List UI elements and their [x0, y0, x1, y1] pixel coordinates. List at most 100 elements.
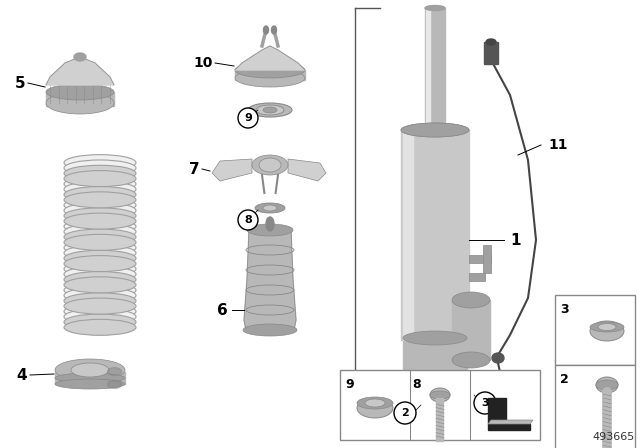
Ellipse shape [423, 398, 447, 412]
Ellipse shape [401, 123, 469, 137]
Ellipse shape [64, 256, 136, 271]
Ellipse shape [598, 323, 616, 331]
Ellipse shape [401, 123, 469, 137]
Ellipse shape [64, 176, 136, 192]
Ellipse shape [357, 397, 393, 409]
Ellipse shape [596, 377, 618, 393]
Ellipse shape [71, 363, 109, 377]
Ellipse shape [453, 381, 473, 401]
Ellipse shape [64, 261, 136, 277]
Ellipse shape [243, 324, 297, 336]
Ellipse shape [64, 282, 136, 298]
Ellipse shape [64, 319, 136, 336]
Ellipse shape [64, 288, 136, 303]
Ellipse shape [266, 217, 274, 231]
Ellipse shape [55, 379, 125, 389]
Text: 11: 11 [548, 138, 568, 152]
Polygon shape [288, 159, 326, 181]
Ellipse shape [590, 322, 624, 332]
Ellipse shape [64, 219, 136, 234]
Bar [426, 8, 430, 135]
Text: 1: 1 [510, 233, 520, 247]
Ellipse shape [256, 105, 284, 115]
Text: 5: 5 [15, 76, 26, 90]
Ellipse shape [259, 158, 281, 172]
Bar [340, 370, 540, 440]
Bar [555, 295, 635, 365]
Bar [467, 305, 473, 325]
Ellipse shape [403, 331, 467, 345]
Text: 6: 6 [217, 302, 228, 318]
Bar [425, 8, 445, 135]
Ellipse shape [64, 309, 136, 325]
Circle shape [238, 108, 258, 128]
Ellipse shape [263, 107, 277, 113]
Ellipse shape [64, 202, 136, 219]
Ellipse shape [46, 92, 114, 114]
Ellipse shape [248, 103, 292, 117]
Ellipse shape [64, 186, 136, 202]
Ellipse shape [64, 303, 136, 319]
Text: 4: 4 [17, 367, 28, 383]
Ellipse shape [64, 208, 136, 224]
Text: 2: 2 [401, 408, 409, 418]
Ellipse shape [64, 165, 136, 181]
Ellipse shape [255, 203, 285, 213]
Ellipse shape [357, 398, 393, 418]
Bar [469, 273, 485, 281]
Text: 3: 3 [481, 398, 489, 408]
Polygon shape [488, 398, 530, 430]
Ellipse shape [452, 352, 490, 368]
Ellipse shape [430, 388, 450, 402]
Text: 3: 3 [560, 303, 568, 316]
Bar [403, 338, 467, 388]
Ellipse shape [486, 39, 496, 45]
Ellipse shape [235, 69, 305, 87]
Polygon shape [244, 230, 296, 330]
Ellipse shape [64, 314, 136, 330]
Polygon shape [212, 159, 252, 181]
Ellipse shape [247, 224, 293, 236]
Text: 8: 8 [412, 378, 420, 391]
Ellipse shape [271, 26, 276, 34]
Ellipse shape [64, 224, 136, 240]
Bar [452, 300, 490, 360]
Ellipse shape [74, 53, 86, 61]
Ellipse shape [252, 155, 288, 175]
Text: 8: 8 [244, 215, 252, 225]
Ellipse shape [64, 271, 136, 288]
Ellipse shape [64, 171, 136, 187]
Bar [484, 42, 498, 64]
Bar [401, 130, 469, 340]
Polygon shape [235, 46, 305, 70]
Ellipse shape [64, 229, 136, 245]
Ellipse shape [64, 240, 136, 256]
Bar [469, 255, 491, 263]
Text: 2: 2 [560, 373, 569, 386]
Ellipse shape [235, 62, 305, 78]
Ellipse shape [263, 205, 277, 211]
Bar [403, 130, 413, 340]
Text: 9: 9 [244, 113, 252, 123]
Ellipse shape [64, 155, 136, 171]
Ellipse shape [403, 382, 467, 394]
Circle shape [394, 402, 416, 424]
Ellipse shape [425, 5, 445, 10]
Ellipse shape [415, 396, 455, 414]
Ellipse shape [457, 385, 469, 397]
Ellipse shape [421, 391, 449, 419]
Bar [403, 383, 467, 410]
Ellipse shape [430, 391, 450, 399]
Ellipse shape [415, 395, 455, 415]
Ellipse shape [64, 160, 136, 176]
Ellipse shape [46, 84, 114, 100]
Ellipse shape [64, 245, 136, 261]
Text: 10: 10 [194, 56, 213, 70]
Ellipse shape [64, 277, 136, 293]
Bar [555, 365, 635, 448]
Text: 9: 9 [345, 378, 354, 391]
Ellipse shape [452, 292, 490, 308]
Ellipse shape [264, 26, 269, 34]
Ellipse shape [64, 213, 136, 229]
Polygon shape [488, 420, 533, 424]
